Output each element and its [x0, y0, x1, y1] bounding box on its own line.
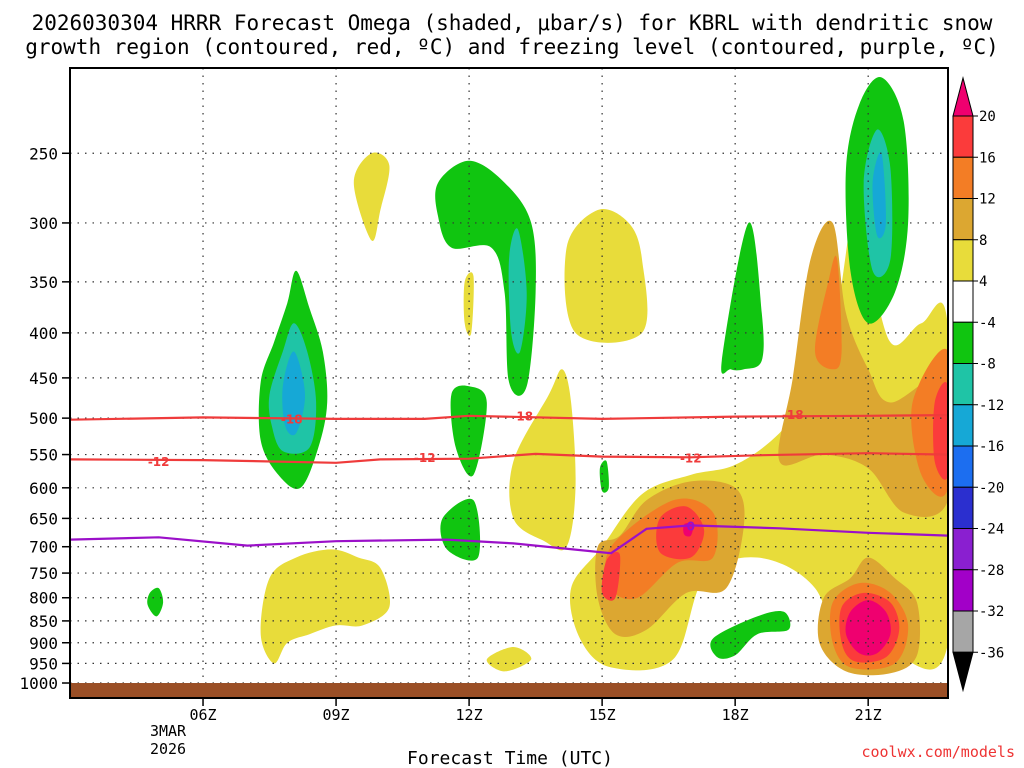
freezing-level-label: 0	[687, 520, 695, 534]
y-tick-label-500: 500	[29, 409, 58, 428]
y-tick-label-400: 400	[29, 324, 58, 343]
omega-region-8	[440, 498, 481, 561]
y-tick-label-300: 300	[29, 214, 58, 233]
dgz-contour-label: -18	[782, 408, 804, 422]
omega-region-31	[721, 222, 764, 374]
colorbar-segment-13	[952, 610, 974, 653]
y-tick-label-350: 350	[29, 273, 58, 292]
colorbar-bottom-arrow	[952, 651, 974, 693]
colorbar-label--8: -8	[979, 357, 996, 373]
dendritic-growth-contours: -18 -18 -18 -12 -12 -12	[70, 408, 948, 469]
omega-region-10	[509, 369, 576, 551]
omega-region-9	[564, 208, 648, 343]
omega-region-32	[147, 587, 164, 617]
colorbar-top-arrow	[952, 76, 974, 117]
colorbar-segment-1	[952, 115, 974, 158]
plot-frame	[69, 67, 949, 699]
colorbar-segment-3	[952, 198, 974, 241]
date-label-year: 2026	[150, 740, 186, 758]
dgz-contour-label: -12	[414, 451, 436, 465]
y-tick-label-850: 850	[29, 612, 58, 631]
y-tick-label-750: 750	[29, 564, 58, 583]
omega-region-7	[450, 385, 487, 477]
colorbar-label-8: 8	[979, 233, 987, 249]
y-tick-label-1000: 1000	[19, 674, 58, 693]
omega-region-17	[778, 220, 948, 517]
colorbar-segment-12	[952, 569, 974, 612]
colorbar-label-20: 20	[979, 109, 996, 125]
colorbar-label--28: -28	[979, 563, 1004, 579]
colorbar-label--12: -12	[979, 398, 1004, 414]
y-tick-label-950: 950	[29, 654, 58, 673]
colorbar-label--20: -20	[979, 480, 1004, 496]
omega-region-24	[260, 549, 391, 664]
y-tick-label-700: 700	[29, 538, 58, 557]
y-tick-label-250: 250	[29, 144, 58, 163]
colorbar-label-16: 16	[979, 150, 996, 166]
colorbar-segment-11	[952, 528, 974, 571]
omega-region-15	[601, 551, 621, 601]
omega-region-4	[435, 160, 536, 396]
ground-surface	[70, 683, 948, 698]
chart-title-line2: growth region (contoured, red, ºC) and f…	[25, 35, 999, 59]
credit-text: coolwx.com/models	[861, 743, 1015, 761]
y-axis: 250 300 350 400 450 500 550 600 650 700 750 800 850 9…	[19, 144, 70, 693]
y-tick-label-900: 900	[29, 634, 58, 653]
x-tick-label-15Z: 15Z	[589, 706, 616, 724]
y-tick-label-800: 800	[29, 589, 58, 608]
x-axis-label: Forecast Time (UTC)	[407, 748, 613, 768]
colorbar-label--4: -4	[979, 315, 996, 331]
x-tick-label-18Z: 18Z	[722, 706, 749, 724]
gridlines	[70, 68, 948, 698]
colorbar-segment-9	[952, 445, 974, 488]
colorbar-label--32: -32	[979, 604, 1004, 620]
colorbar-label-12: 12	[979, 192, 996, 208]
date-label-day: 3MAR	[150, 722, 187, 740]
dgz-contour-label: -12	[680, 452, 702, 466]
colorbar-segment-7	[952, 363, 974, 406]
omega-shading	[147, 77, 948, 676]
omega-region-30	[710, 610, 791, 659]
colorbar-label--24: -24	[979, 522, 1004, 538]
dgz-contour-label: -18	[511, 410, 533, 424]
x-tick-label-09Z: 09Z	[323, 706, 350, 724]
omega-region-29	[845, 600, 891, 656]
omega-region-3	[282, 351, 306, 436]
omega-region-18	[814, 255, 842, 370]
colorbar-segment-10	[952, 486, 974, 529]
colorbar-label--16: -16	[979, 439, 1004, 455]
omega-region-33	[599, 460, 609, 493]
x-tick-label-06Z: 06Z	[189, 706, 216, 724]
colorbar-segment-8	[952, 404, 974, 447]
y-tick-label-450: 450	[29, 369, 58, 388]
omega-region-5	[508, 228, 527, 354]
omega-region-0	[353, 152, 390, 241]
y-tick-label-600: 600	[29, 479, 58, 498]
y-tick-label-550: 550	[29, 446, 58, 465]
x-tick-label-21Z: 21Z	[855, 706, 882, 724]
colorbar-segment-6	[952, 321, 974, 364]
dgz-contour-0	[70, 414, 948, 421]
colorbar-label-4: 4	[979, 274, 987, 290]
omega-region-23	[872, 152, 887, 239]
dgz-contour-1	[70, 452, 948, 464]
x-axis: 06Z 09Z 12Z 15Z 18Z 21Z	[189, 698, 882, 724]
freezing-level-line	[70, 524, 948, 555]
plot-area: -18 -18 -18 -12 -12 -12 0	[70, 68, 948, 698]
dgz-contour-label: -12	[148, 455, 170, 469]
y-tick-label-650: 650	[29, 509, 58, 528]
colorbar: 20 16 12 8 4 -4 -8 -12 -16 -20 -24 -28 -32 -36	[952, 76, 1004, 693]
chart-title-line1: 2026030304 HRRR Forecast Omega (shaded, …	[32, 11, 993, 35]
omega-region-6	[463, 272, 474, 336]
colorbar-label--36: -36	[979, 645, 1004, 661]
x-tick-label-12Z: 12Z	[456, 706, 483, 724]
colorbar-segment-5	[952, 280, 974, 323]
freezing-level-contour: 0	[70, 520, 948, 555]
omega-region-14	[656, 506, 705, 560]
colorbar-segment-2	[952, 156, 974, 199]
colorbar-segment-4	[952, 239, 974, 282]
dgz-contour-label: -18	[281, 413, 303, 427]
omega-region-25	[486, 647, 532, 672]
